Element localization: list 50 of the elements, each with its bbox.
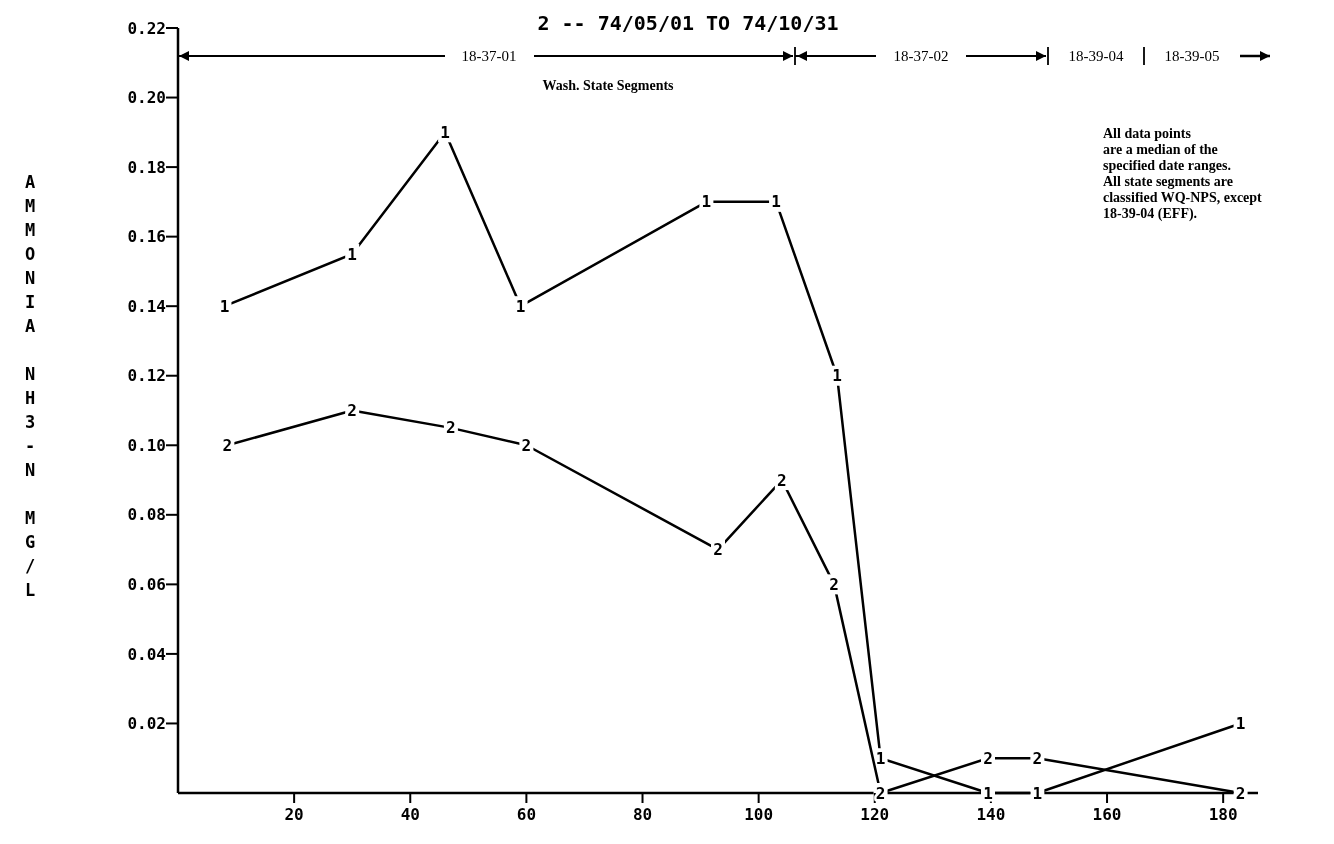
text: 1 xyxy=(347,244,358,264)
text: 2 xyxy=(222,435,233,455)
y-tick-label: 0.14 xyxy=(127,296,166,316)
x-tick-label: 180 xyxy=(1208,805,1238,824)
text: 1 xyxy=(219,296,230,316)
x-tick-label: 40 xyxy=(400,805,420,824)
series-label: 2 xyxy=(777,470,787,490)
text: 2 xyxy=(1032,748,1043,768)
text: 2 xyxy=(521,435,532,455)
annotation: Wash. State Segments xyxy=(542,78,675,93)
x-tick-label: 120 xyxy=(860,805,890,824)
x-tick-label: 20 xyxy=(284,805,304,824)
text: AMMONIA NH3-N MG/L xyxy=(24,172,36,600)
text: 1 xyxy=(701,192,712,212)
text: 1 xyxy=(515,296,526,316)
y-tick-label: 0.08 xyxy=(127,505,166,525)
y-tick-label: 0.02 xyxy=(127,714,166,734)
text: 1 xyxy=(875,748,886,768)
text: 1 xyxy=(440,122,450,142)
y-tick-label: 0.20 xyxy=(127,88,166,108)
annotation: 18-37-02 xyxy=(893,48,949,64)
chart-title: 2 -- 74/05/01 TO 74/10/31 xyxy=(537,11,839,35)
x-tick-label: 60 xyxy=(516,805,537,824)
y-tick-label: 0.16 xyxy=(127,227,166,247)
annotation: 18-39-05 xyxy=(1164,48,1220,64)
text: 2 xyxy=(713,540,723,560)
text: 1 xyxy=(983,783,993,803)
y-tick-label: 0.04 xyxy=(127,644,166,664)
text: 1 xyxy=(771,192,781,212)
y-tick-label: 0.18 xyxy=(127,157,166,177)
text: 2 xyxy=(1235,783,1246,803)
annotation: All data points are a median of the specified date ranges. All state segments are classified WQ-NPS, except 18-39-04 (EFF). xyxy=(1103,126,1263,222)
x-tick-label: 80 xyxy=(632,805,653,824)
annotation: 18-39-04 xyxy=(1068,48,1124,64)
y-tick-label: 0.06 xyxy=(127,574,166,594)
y-tick-label: 0.12 xyxy=(127,366,166,386)
text: 1 xyxy=(1032,783,1043,803)
x-tick-label: 100 xyxy=(744,805,774,824)
x-tick-label: 160 xyxy=(1092,805,1122,824)
annotation: 18-37-01 xyxy=(461,48,517,64)
x-tick-label: 140 xyxy=(976,805,1006,824)
text: 2 xyxy=(983,748,993,768)
series-label: 1 xyxy=(832,366,842,386)
y-tick-label: 0.10 xyxy=(127,435,166,455)
text: 2 xyxy=(347,401,358,421)
text: 2 xyxy=(875,783,886,803)
text: 1 xyxy=(1235,714,1246,734)
y-tick-label: 0.22 xyxy=(127,18,166,38)
text: 2 xyxy=(829,574,839,594)
text: 2 xyxy=(446,418,456,438)
